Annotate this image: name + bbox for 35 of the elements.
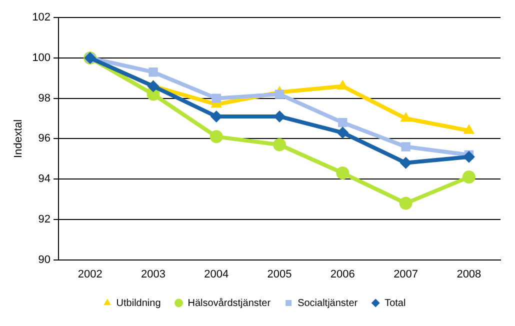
point	[147, 80, 160, 92]
y-tick-label: 92	[38, 213, 51, 226]
point	[338, 118, 348, 128]
legend-label: Utbildning	[116, 298, 161, 309]
point	[400, 156, 412, 169]
point	[148, 68, 158, 77]
x-tick-label: 2002	[78, 268, 102, 280]
y-tick-label: 94	[38, 173, 51, 186]
x-tick-label: 2004	[204, 268, 229, 280]
point	[399, 196, 412, 210]
point	[462, 150, 475, 163]
y-axis-title: Indextal	[12, 119, 25, 158]
y-tick-label: 102	[32, 12, 51, 24]
x-tick-label: 2008	[456, 268, 482, 280]
point	[274, 90, 284, 99]
point	[401, 142, 410, 152]
legend-label: Hälsovårdstjänster	[188, 296, 272, 309]
point	[273, 138, 286, 152]
legend-label: Total	[384, 298, 406, 309]
y-tick-label: 98	[38, 92, 51, 104]
point	[336, 126, 349, 139]
x-tick-label: 2005	[267, 268, 292, 280]
point	[462, 170, 476, 184]
point	[210, 130, 223, 144]
y-tick-label: 96	[38, 132, 51, 145]
point	[463, 124, 475, 134]
x-tick-label: 2003	[141, 268, 166, 280]
legend-label: Socialtjänster	[298, 298, 358, 309]
point	[336, 166, 350, 180]
point	[212, 94, 221, 103]
y-tick-label: 100	[32, 52, 51, 64]
y-tick-label: 90	[38, 254, 51, 266]
x-tick-label: 2007	[394, 268, 418, 280]
x-tick-label: 2006	[330, 268, 355, 280]
point	[400, 112, 412, 122]
